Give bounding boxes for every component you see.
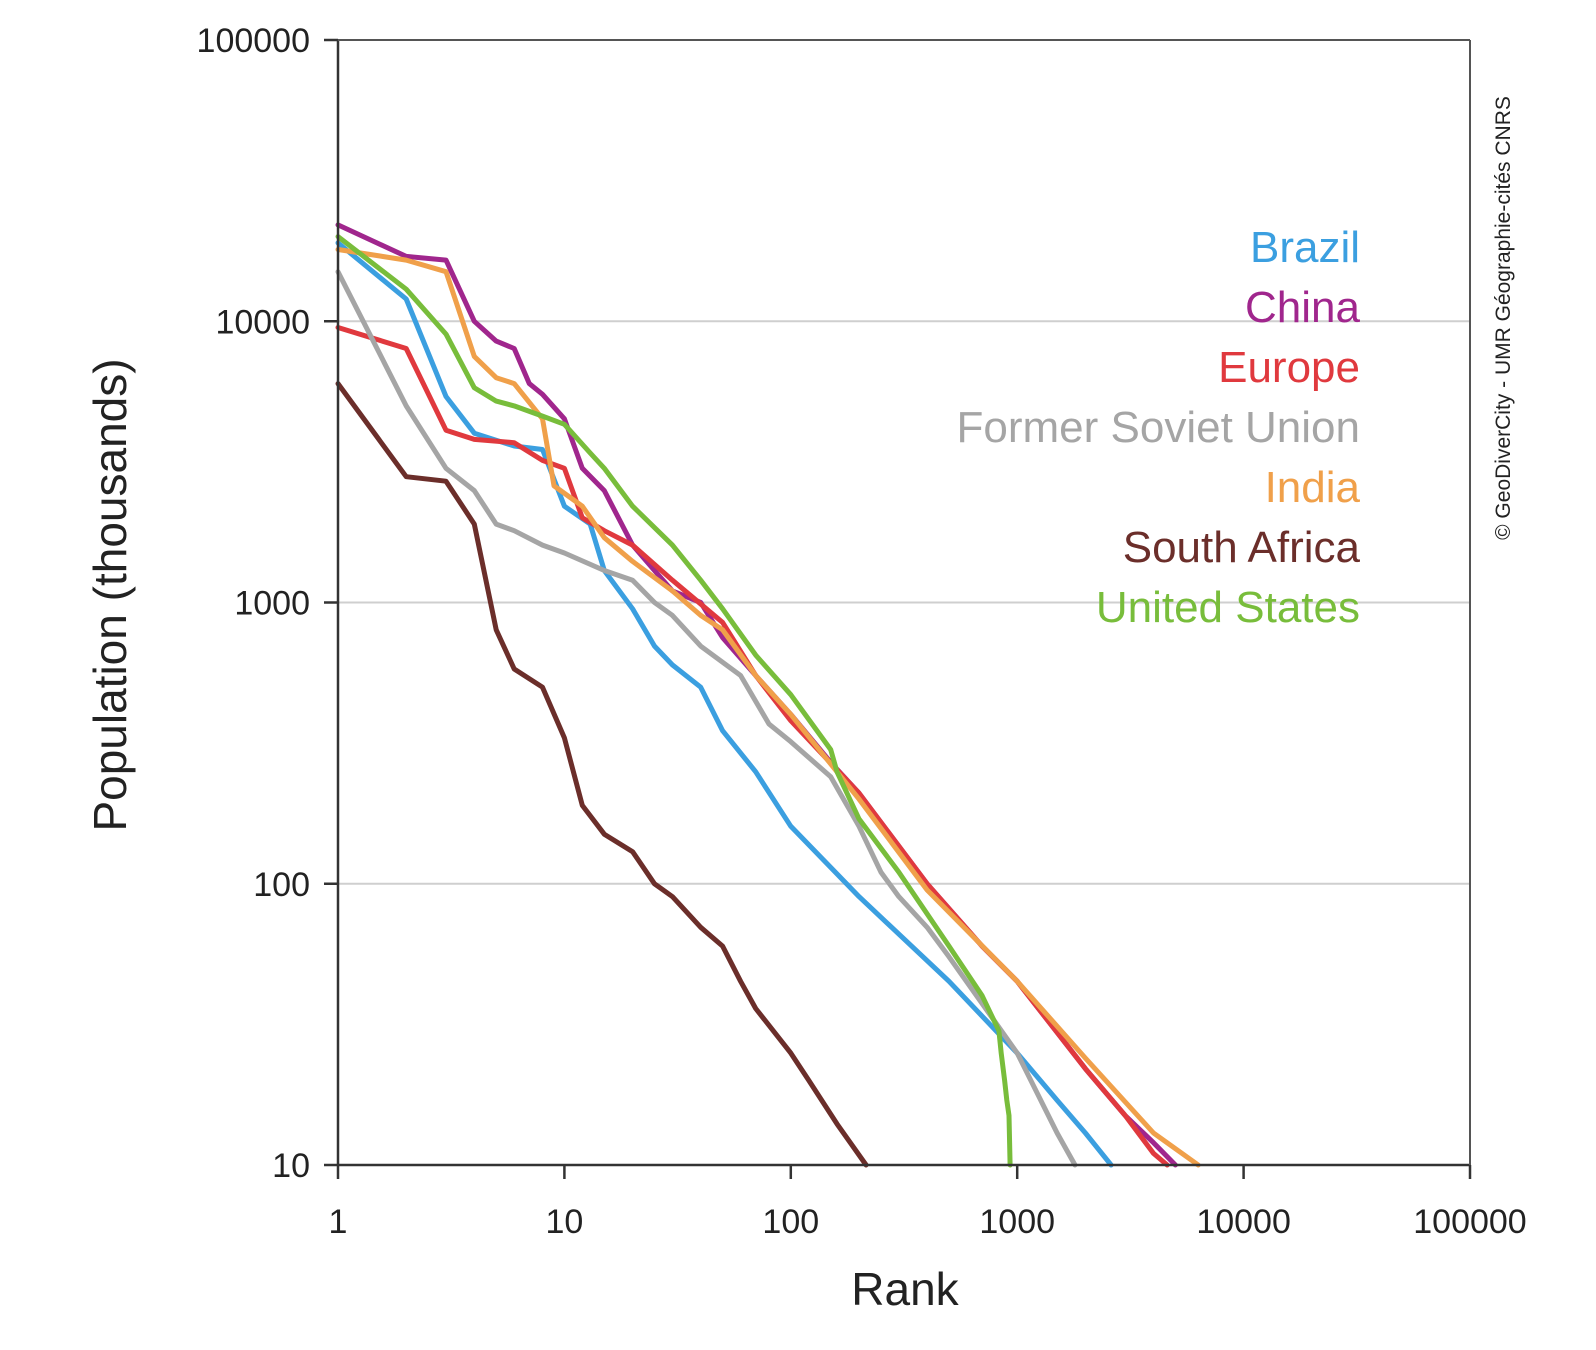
tick-labels: 10 100 1000 10000 100000 1 10 100 1000 10000 10000… (197, 22, 1527, 1241)
series-line-europe (335, 325, 1170, 1168)
x-tick-label-10000: 10000 (1196, 1203, 1291, 1241)
legend-label-former-soviet-union: Former Soviet Union (957, 403, 1360, 452)
axes (324, 38, 1472, 1179)
y-tick-label-100000: 100000 (197, 22, 310, 60)
series-line-former-soviet-union (335, 269, 1078, 1168)
y-axis-title: Population (thousands) (84, 358, 136, 831)
series-line-south-africa (335, 381, 869, 1168)
legend-label-south-africa: South Africa (1123, 523, 1361, 572)
legend: Brazil China Europe Former Soviet Union Indi… (957, 223, 1361, 632)
series-line-united-states (335, 234, 1013, 1168)
x-tick-label-1: 1 (329, 1203, 348, 1241)
x-axis-title: Rank (851, 1263, 959, 1315)
series-lines (335, 222, 1201, 1168)
x-tick-label-100: 100 (762, 1203, 819, 1241)
y-tick-label-1000: 1000 (234, 585, 310, 623)
y-tick-label-100: 100 (253, 866, 310, 904)
legend-label-europe: Europe (1218, 343, 1360, 392)
legend-label-india: India (1265, 463, 1361, 512)
series-line-india (335, 247, 1201, 1168)
x-tick-label-1000: 1000 (979, 1203, 1055, 1241)
legend-label-united-states: United States (1096, 583, 1360, 632)
x-tick-label-10: 10 (545, 1203, 583, 1241)
legend-label-brazil: Brazil (1250, 223, 1360, 272)
x-tick-label-100000: 100000 (1413, 1203, 1526, 1241)
y-tick-label-10000: 10000 (215, 303, 310, 341)
legend-label-china: China (1245, 283, 1360, 332)
credit-text: © GeoDiverCity - UMR Géographie-cités CN… (1492, 96, 1515, 540)
y-tick-label-10: 10 (272, 1147, 310, 1185)
